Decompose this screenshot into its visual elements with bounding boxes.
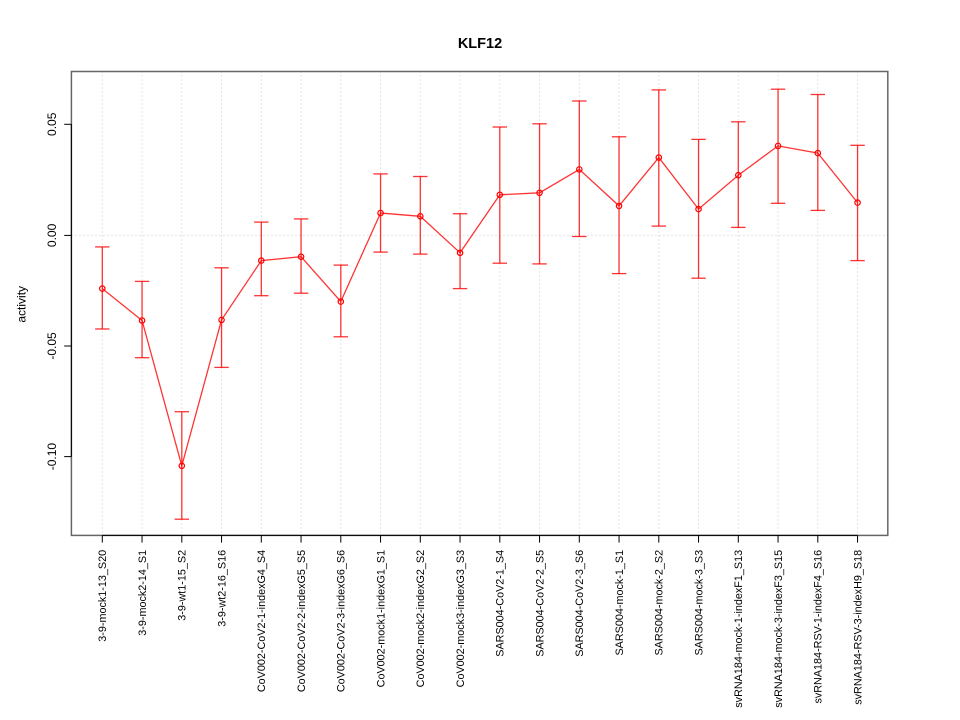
svg-text:0.05: 0.05	[45, 112, 59, 136]
svg-text:-0.10: -0.10	[45, 443, 59, 471]
svg-text:SARS004-CoV2-2_S5: SARS004-CoV2-2_S5	[534, 550, 546, 657]
svg-text:svRNA184-RSV-1-indexF4_S16: svRNA184-RSV-1-indexF4_S16	[813, 550, 825, 704]
svg-text:3-9-wt2-16_S16: 3-9-wt2-16_S16	[216, 550, 228, 627]
svg-text:SARS004-mock-1_S1: SARS004-mock-1_S1	[614, 550, 626, 656]
svg-text:svRNA184-mock-3-indexF3_S15: svRNA184-mock-3-indexF3_S15	[773, 550, 785, 708]
svg-text:svRNA184-mock-1-indexF1_S13: svRNA184-mock-1-indexF1_S13	[733, 550, 745, 708]
svg-text:svRNA184-RSV-3-indexH9_S18: svRNA184-RSV-3-indexH9_S18	[852, 550, 864, 705]
svg-text:CoV002-mock2-indexG2_S2: CoV002-mock2-indexG2_S2	[415, 550, 427, 687]
svg-text:3-9-mock2-14_S1: 3-9-mock2-14_S1	[137, 550, 149, 636]
svg-text:3-9-wt1-15_S2: 3-9-wt1-15_S2	[177, 550, 189, 621]
svg-text:SARS004-mock-2_S2: SARS004-mock-2_S2	[654, 550, 666, 656]
svg-text:SARS004-CoV2-1_S4: SARS004-CoV2-1_S4	[495, 550, 507, 657]
svg-text:0.00: 0.00	[45, 223, 59, 247]
svg-text:KLF12: KLF12	[458, 36, 502, 52]
svg-text:3-9-mock1-13_S20: 3-9-mock1-13_S20	[97, 550, 109, 642]
svg-text:SARS004-mock-3_S3: SARS004-mock-3_S3	[693, 550, 705, 656]
svg-text:CoV002-mock3-indexG3_S3: CoV002-mock3-indexG3_S3	[455, 550, 467, 687]
svg-text:SARS004-CoV2-3_S6: SARS004-CoV2-3_S6	[574, 550, 586, 657]
svg-text:-0.05: -0.05	[45, 332, 59, 360]
svg-text:CoV002-mock1-indexG1_S1: CoV002-mock1-indexG1_S1	[375, 550, 387, 687]
svg-text:CoV002-CoV2-3-indexG6_S6: CoV002-CoV2-3-indexG6_S6	[336, 550, 348, 692]
svg-text:CoV002-CoV2-1-indexG4_S4: CoV002-CoV2-1-indexG4_S4	[256, 550, 268, 692]
svg-text:CoV002-CoV2-2-indexG5_S5: CoV002-CoV2-2-indexG5_S5	[296, 550, 308, 692]
svg-text:activity: activity	[14, 286, 28, 323]
